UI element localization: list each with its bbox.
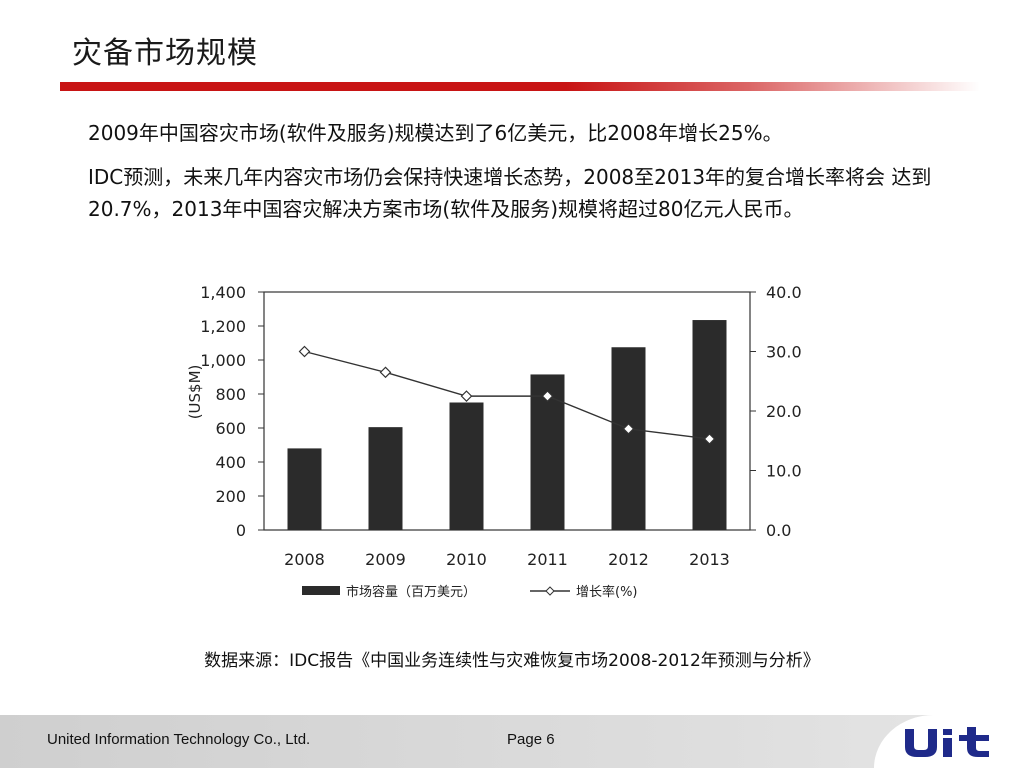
growth-marker-2009 xyxy=(379,366,392,379)
left-tick-label: 800 xyxy=(215,385,246,404)
page-number: Page 6 xyxy=(507,731,555,748)
growth-marker-2011 xyxy=(541,390,554,402)
data-source-note: 数据来源：IDC报告《中国业务连续性与灾难恢复市场2008-2012年预测与分析… xyxy=(204,651,820,671)
logo-letter-i-dot xyxy=(943,729,952,735)
legend-bar-label: 市场容量（百万美元） xyxy=(346,584,476,600)
plot-frame xyxy=(263,291,751,531)
paragraph-market-size: 2009年中国容灾市场(软件及服务)规模达到了6亿美元，比2008年增长25%。 xyxy=(88,121,783,145)
x-tick-label: 2008 xyxy=(284,550,325,569)
x-tick-label: 2009 xyxy=(365,550,406,569)
left-tick-label: 600 xyxy=(215,419,246,438)
growth-marker-2008 xyxy=(298,345,311,358)
growth-marker-2013 xyxy=(703,433,716,445)
logo-letter-u xyxy=(905,729,937,757)
bar-2010 xyxy=(449,402,484,530)
slide-title: 灾备市场规模 xyxy=(72,36,258,71)
growth-marker-2012 xyxy=(622,423,635,435)
left-tick-label: 1,400 xyxy=(200,283,246,302)
right-tick-label: 30.0 xyxy=(766,343,802,362)
footer-bar: United Information Technology Co., Ltd. … xyxy=(0,715,1024,768)
left-tick-label: 200 xyxy=(215,487,246,506)
right-tick-label: 20.0 xyxy=(766,402,802,421)
x-tick-label: 2010 xyxy=(446,550,487,569)
left-tick-label: 0 xyxy=(236,521,246,540)
right-tick-label: 40.0 xyxy=(766,283,802,302)
logo-letter-i-stem xyxy=(943,738,952,757)
paragraph-idc-forecast: IDC预测，未来几年内容灾市场仍会保持快速增长态势，2008至2013年的复合增… xyxy=(88,165,932,221)
growth-line xyxy=(304,350,710,440)
legend-line-label: 增长率(%) xyxy=(576,584,638,600)
left-tick-label: 1,000 xyxy=(200,351,246,370)
bar-2013 xyxy=(692,320,727,530)
x-tick-label: 2013 xyxy=(689,550,730,569)
company-name: United Information Technology Co., Ltd. xyxy=(47,731,311,748)
left-tick-label: 1,200 xyxy=(200,317,246,336)
y-axis-label: (US$M) xyxy=(186,365,204,420)
title-divider xyxy=(60,82,980,91)
market-chart-svg: 0 200 400 600 800 1,000 1,200 1,400 0.0 10.0 20.0 3… xyxy=(186,283,802,600)
x-tick-label: 2012 xyxy=(608,550,649,569)
legend-line-marker xyxy=(545,586,555,596)
bar-2012 xyxy=(611,347,646,530)
bar-2008 xyxy=(287,448,322,530)
right-tick-label: 10.0 xyxy=(766,462,802,481)
growth-marker-2010 xyxy=(460,390,473,402)
x-tick-label: 2011 xyxy=(527,550,568,569)
right-tick-label: 0.0 xyxy=(766,521,791,540)
uit-logo xyxy=(905,727,989,757)
legend-bar-swatch xyxy=(302,586,340,595)
logo-letter-t xyxy=(959,727,989,757)
market-chart: 0 200 400 600 800 1,000 1,200 1,400 0.0 10.0 20.0 3… xyxy=(180,270,820,610)
bar-2009 xyxy=(368,427,403,530)
left-tick-label: 400 xyxy=(215,453,246,472)
